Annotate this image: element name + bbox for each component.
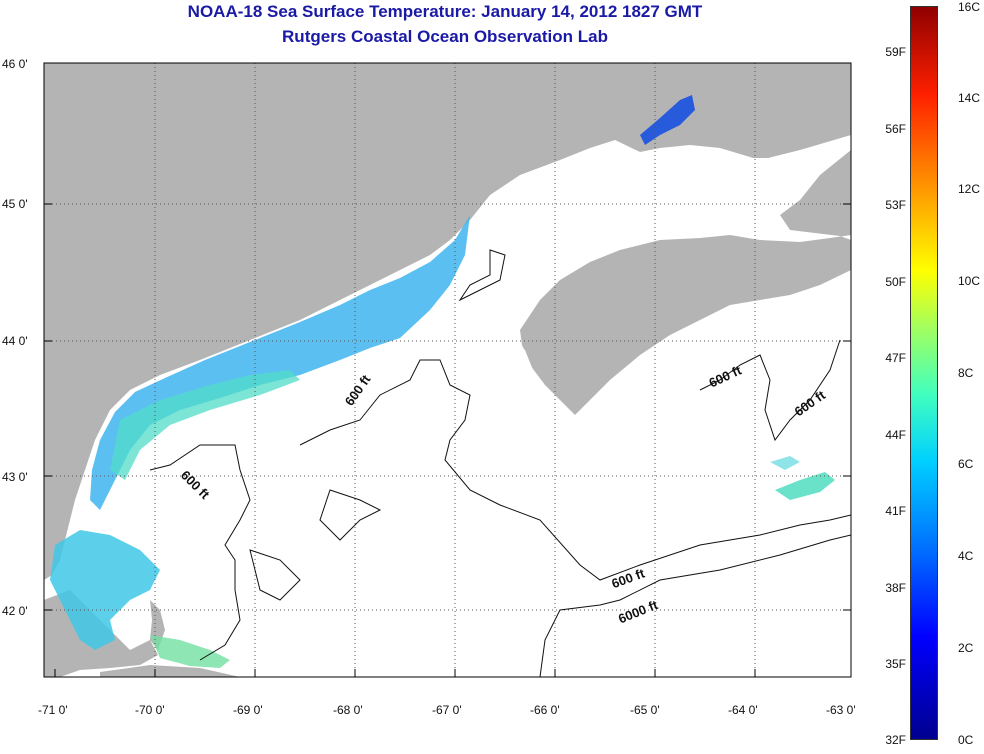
- lat-label-45: 45 0': [2, 197, 28, 211]
- cb-label-8c: 8C: [958, 366, 974, 380]
- sst-band-mid: [110, 370, 300, 480]
- cb-label-41f: 41F: [885, 504, 906, 518]
- cb-label-4c: 4C: [958, 549, 974, 563]
- lon-label-71: -71 0': [38, 703, 68, 717]
- lon-label-69: -69 0': [233, 703, 263, 717]
- lon-label-64: -64 0': [728, 703, 758, 717]
- lat-label-44: 44 0': [2, 334, 28, 348]
- sst-east-patch-2: [770, 456, 800, 470]
- lat-label-46: 46 0': [2, 57, 28, 71]
- cb-label-2c: 2C: [958, 641, 974, 655]
- cb-label-35f: 35F: [885, 657, 906, 671]
- lon-label-67: -67 0': [432, 703, 462, 717]
- map-title: NOAA-18 Sea Surface Temperature: January…: [187, 2, 703, 21]
- sst-band-south: [50, 530, 160, 650]
- graticule: [44, 63, 851, 677]
- cb-label-56f: 56F: [885, 122, 906, 136]
- cb-label-32f: 32F: [885, 733, 906, 747]
- sst-band-coastal: [90, 215, 470, 510]
- cb-label-53f: 53F: [885, 198, 906, 212]
- lon-label-70: -70 0': [135, 703, 165, 717]
- cb-label-59f: 59F: [885, 45, 906, 59]
- cb-label-10c: 10C: [958, 274, 981, 288]
- land-new-england: [44, 63, 851, 580]
- cb-label-16c: 16C: [958, 0, 981, 14]
- sst-fundy-patch: [640, 95, 695, 145]
- lon-label-65: -65 0': [630, 703, 660, 717]
- temperature-colorbar: [910, 6, 938, 740]
- sst-band-cape: [150, 635, 230, 668]
- lon-label-66: -66 0': [530, 703, 560, 717]
- map-frame: [43, 62, 852, 678]
- lon-label-63: -63 0': [826, 703, 856, 717]
- bay-of-fundy: [520, 150, 800, 290]
- cb-label-0c: 0C: [958, 733, 974, 747]
- sst-east-patch: [775, 472, 835, 500]
- bathymetry-contours: [149, 249, 851, 677]
- cb-label-47f: 47F: [885, 351, 906, 365]
- land-nova-scotia: [520, 63, 851, 415]
- cb-label-12c: 12C: [958, 182, 981, 196]
- lat-label-42: 42 0': [2, 604, 28, 618]
- map-subtitle: Rutgers Coastal Ocean Observation Lab: [282, 27, 608, 46]
- land-islands: [100, 665, 240, 677]
- cb-label-14c: 14C: [958, 91, 981, 105]
- cb-label-38f: 38F: [885, 581, 906, 595]
- gulf-of-maine: [80, 200, 851, 668]
- lon-label-68: -68 0': [333, 703, 363, 717]
- cb-label-6c: 6C: [958, 457, 974, 471]
- cb-label-50f: 50F: [885, 275, 906, 289]
- lat-label-43: 43 0': [2, 470, 28, 484]
- tick-marks: [44, 62, 852, 677]
- cb-label-44f: 44F: [885, 428, 906, 442]
